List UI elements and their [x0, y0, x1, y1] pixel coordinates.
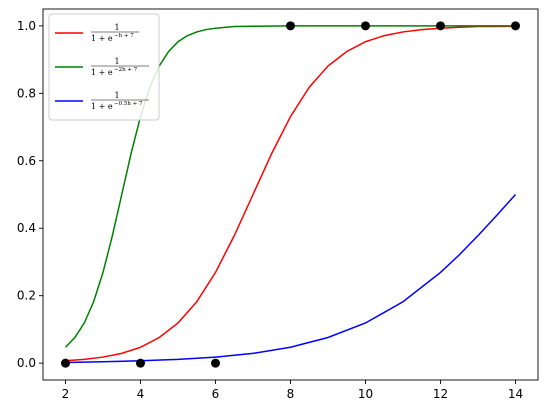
y-tick-label: 0.2 [17, 289, 36, 303]
legend-entry-1: 11 + e −h + 7 [91, 23, 139, 43]
series-line-3 [65, 193, 517, 364]
x-tick-label: 8 [287, 387, 295, 401]
legend-exponent: −h + 7 [114, 33, 134, 39]
y-tick-label: 0.8 [17, 86, 36, 100]
legend-exponent: −0.5h + 7 [114, 101, 143, 107]
legend-box [48, 13, 160, 121]
legend-denominator: 1 + e [91, 68, 113, 77]
legend-entry-3: 11 + e −0.5h + 7 [91, 91, 149, 111]
data-point [436, 21, 445, 31]
plot-area: 2 4 6 8 10 12 140.00.20.40.60.81.0 11 + e −h + 7… [17, 8, 539, 401]
y-tick-label: 0.0 [17, 356, 36, 370]
legend-denominator: 1 + e [91, 34, 113, 43]
x-tick-label: 2 [62, 387, 70, 401]
y-tick-label: 1.0 [17, 19, 36, 33]
legend: 11 + e −h + 711 + e −2h + 711 + e −0.5h + 7 [48, 13, 160, 121]
y-tick-label: 0.6 [17, 154, 36, 168]
x-tick-label: 14 [508, 387, 523, 401]
data-point [511, 21, 520, 31]
data-point [61, 358, 70, 368]
legend-numerator: 1 [114, 91, 119, 100]
legend-numerator: 1 [114, 57, 119, 66]
legend-denominator: 1 + e [91, 102, 113, 111]
data-point [361, 21, 370, 31]
x-tick-label: 6 [212, 387, 220, 401]
legend-numerator: 1 [114, 23, 119, 32]
data-point [136, 358, 145, 368]
legend-entry-2: 11 + e −2h + 7 [91, 57, 149, 77]
data-point [286, 21, 295, 31]
y-tick-label: 0.4 [17, 221, 36, 235]
series-line-2 [64, 25, 516, 348]
x-tick-label: 12 [433, 387, 448, 401]
data-point [211, 358, 220, 368]
x-tick-label: 4 [137, 387, 145, 401]
x-tick-label: 10 [358, 387, 373, 401]
legend-exponent: −2h + 7 [114, 67, 138, 73]
